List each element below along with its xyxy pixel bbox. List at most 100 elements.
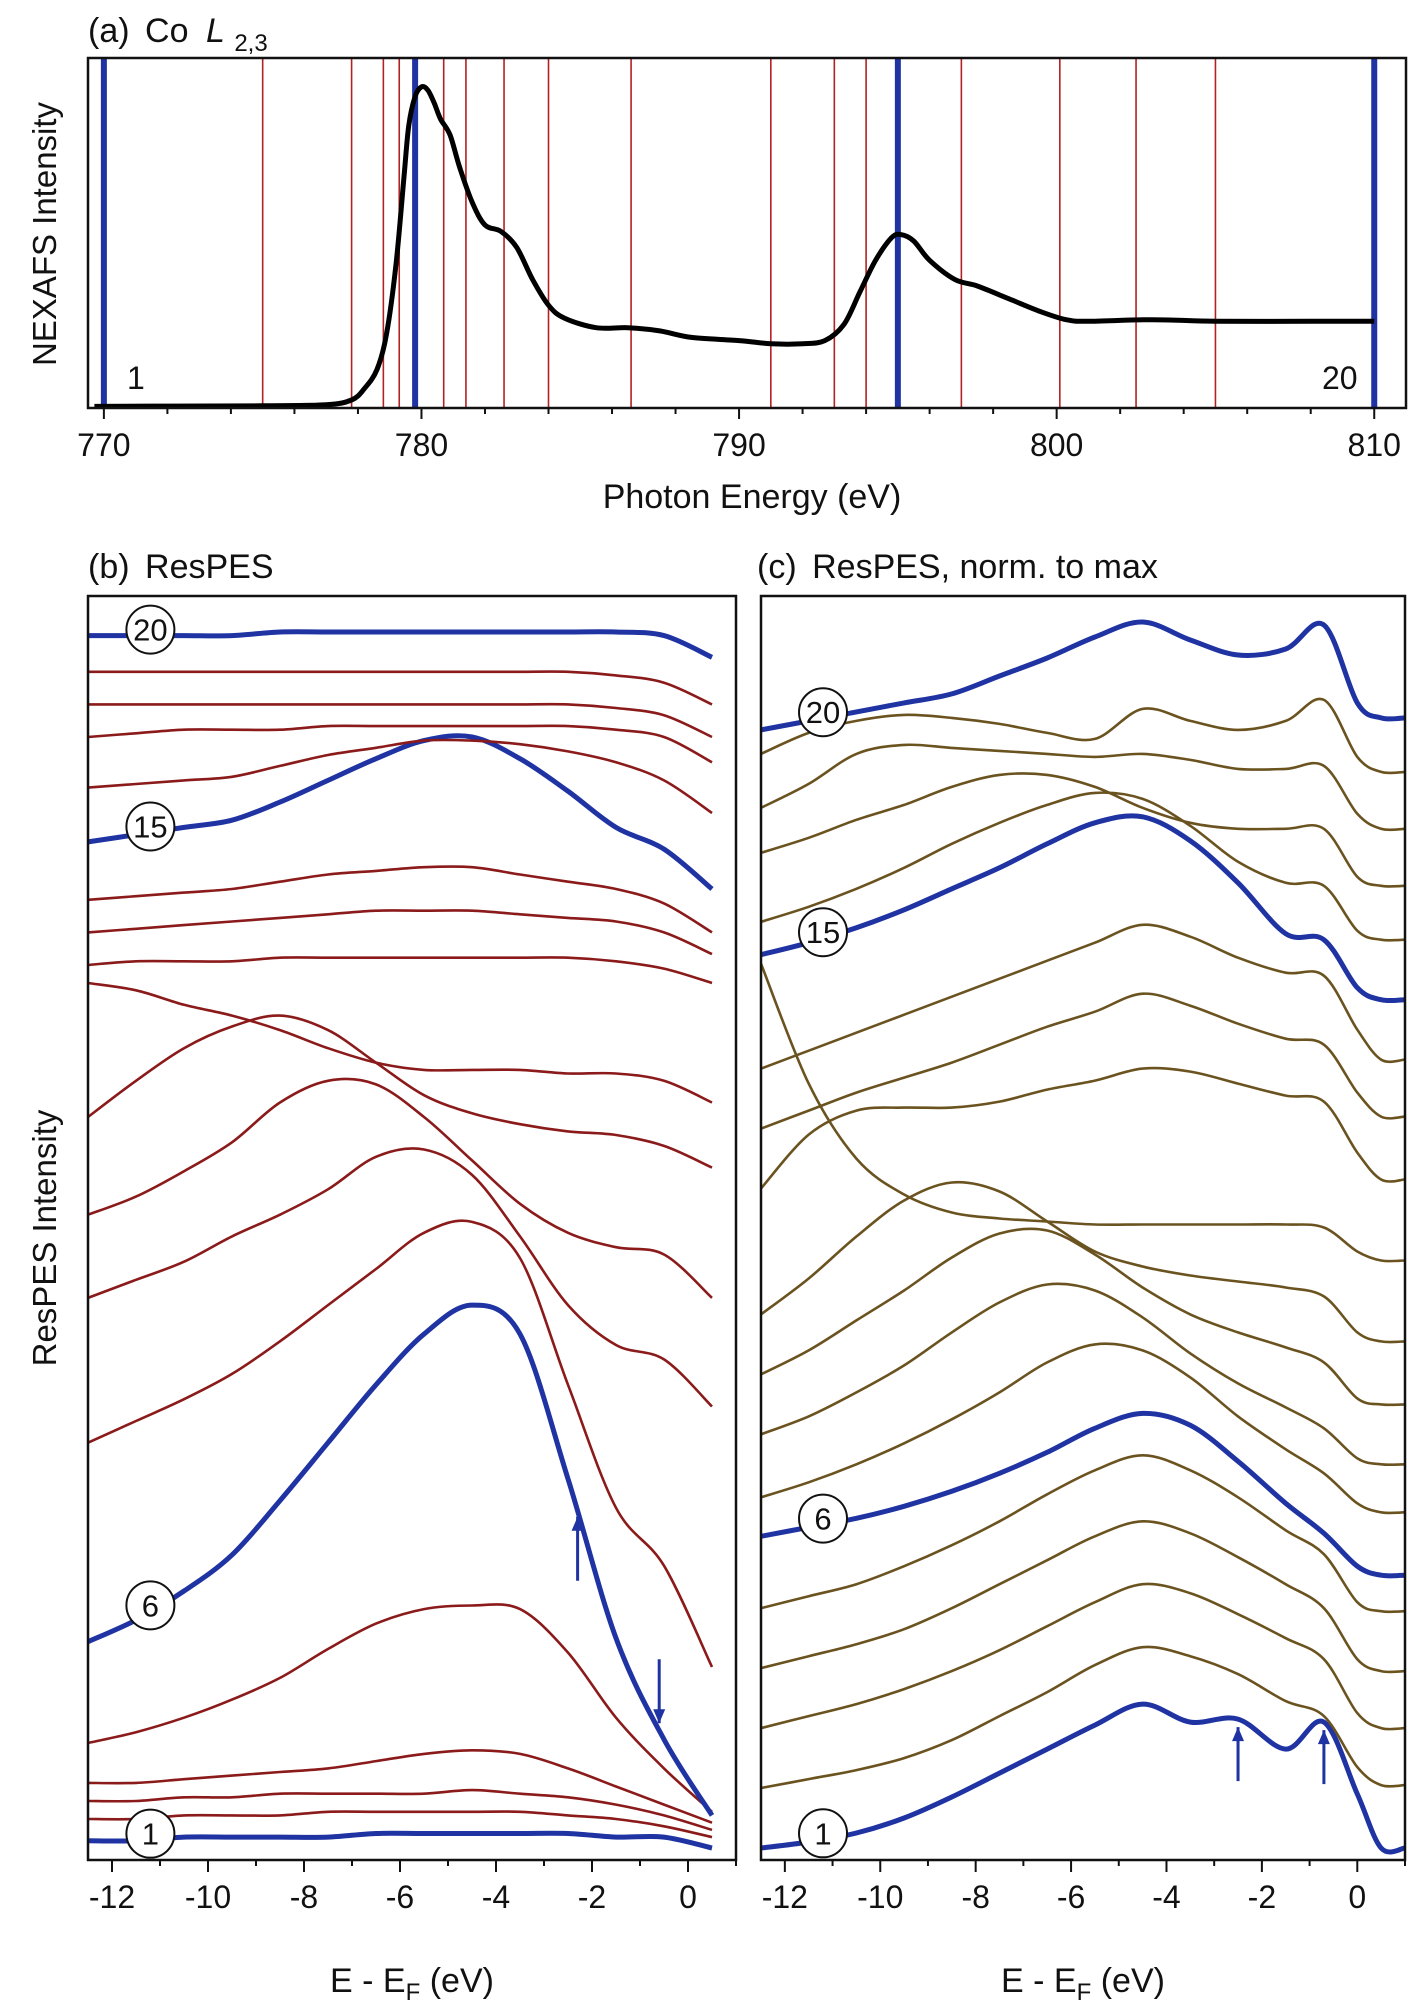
b-tick-label: -12 bbox=[89, 1879, 135, 1915]
trace-5 bbox=[87, 1603, 713, 1813]
trace-10 bbox=[760, 1180, 1406, 1344]
trace-9 bbox=[87, 1077, 713, 1299]
trace-11 bbox=[759, 963, 1406, 1263]
panel-b-traces bbox=[86, 629, 715, 1851]
trace-1 bbox=[760, 1701, 1406, 1855]
b-tick-label: -2 bbox=[578, 1879, 606, 1915]
arrow-head bbox=[571, 1516, 584, 1531]
trace-14 bbox=[760, 923, 1406, 1070]
trace-8 bbox=[87, 1147, 713, 1408]
trace-11 bbox=[87, 981, 713, 1104]
trace-label-6: 6 bbox=[125, 1580, 176, 1631]
b-tick-label: 0 bbox=[679, 1879, 697, 1915]
trace-14 bbox=[87, 865, 713, 934]
b-tick-label: -8 bbox=[290, 1879, 318, 1915]
trace-4 bbox=[87, 1749, 713, 1824]
trace-16 bbox=[87, 738, 713, 815]
label-number: 6 bbox=[814, 1502, 831, 1537]
panel-c-title: (c) ResPES, norm. to max bbox=[757, 548, 1158, 586]
panel-a-nexafs-series bbox=[94, 84, 1375, 409]
trace-9 bbox=[760, 1227, 1406, 1407]
trace-2 bbox=[760, 1645, 1406, 1790]
c-tick-label: -10 bbox=[857, 1879, 903, 1915]
trace-12 bbox=[760, 1066, 1406, 1190]
trace-15 bbox=[760, 813, 1406, 1004]
panel-a: (a) Co L 2,3 770 780 790 800 810 1 20 Photon… bbox=[26, 12, 1408, 516]
trace-3 bbox=[87, 1788, 713, 1832]
c-tick-label: -4 bbox=[1152, 1879, 1180, 1915]
trace-20 bbox=[87, 629, 714, 660]
panel-b-title: (b) ResPES bbox=[88, 548, 274, 586]
panel-b-frame bbox=[86, 594, 738, 1862]
trace-label-15: 15 bbox=[125, 801, 176, 852]
panel-c-x-ticks: -12 -10 -8 -6 -4 -2 0 bbox=[762, 1860, 1406, 1915]
trace-15 bbox=[87, 733, 714, 891]
trace-18 bbox=[87, 702, 713, 739]
panel-b-arrows bbox=[571, 1516, 666, 1724]
label-circle bbox=[798, 1493, 849, 1544]
label-circle bbox=[798, 687, 849, 738]
trace-13 bbox=[87, 909, 713, 956]
label-number: 6 bbox=[142, 1588, 159, 1623]
nexafs-curve bbox=[94, 84, 1375, 409]
label-circle bbox=[125, 604, 176, 655]
arrow-head bbox=[653, 1709, 666, 1724]
panel-a-excitation-lines bbox=[100, 58, 1378, 408]
a-tick-label: 780 bbox=[395, 427, 448, 463]
panel-b: (b) ResPES ResPES Intensity -12 -10 -8 -6 -4… bbox=[26, 548, 738, 2006]
trace-7 bbox=[87, 1219, 714, 1668]
trace-13 bbox=[760, 992, 1406, 1130]
panel-a-y-axis-title: NEXAFS Intensity bbox=[26, 101, 63, 366]
panel-b-x-ticks: -12 -10 -8 -6 -4 -2 0 bbox=[89, 1860, 737, 1915]
panel-a-x-ticks: 770 780 790 800 810 bbox=[77, 408, 1401, 463]
trace-label-1: 1 bbox=[125, 1808, 176, 1859]
label-number: 15 bbox=[133, 809, 167, 844]
trace-label-20: 20 bbox=[125, 604, 176, 655]
arrow-head bbox=[1317, 1730, 1330, 1745]
label-number: 20 bbox=[806, 695, 840, 730]
label-circle bbox=[125, 1580, 176, 1631]
trace-6 bbox=[760, 1410, 1406, 1579]
trace-2 bbox=[87, 1810, 713, 1839]
panel-a-annotation-20: 20 bbox=[1322, 360, 1358, 396]
label-number: 1 bbox=[142, 1817, 159, 1852]
trace-7 bbox=[760, 1342, 1406, 1515]
trace-label-15: 15 bbox=[798, 907, 849, 958]
panel-c: (c) ResPES, norm. to max -12 -10 -8 -6 -4 -2 0… bbox=[757, 548, 1407, 2006]
panel-c-traces bbox=[759, 619, 1406, 1855]
trace-16 bbox=[760, 791, 1406, 942]
trace-10 bbox=[87, 1014, 713, 1169]
trace-19 bbox=[88, 670, 713, 706]
label-circle bbox=[125, 1808, 176, 1859]
trace-17 bbox=[760, 772, 1406, 888]
trace-label-6: 6 bbox=[798, 1493, 849, 1544]
panel-a-title: (a) Co L 2,3 bbox=[88, 12, 268, 57]
panel-c-arrows bbox=[1232, 1727, 1330, 1785]
c-tick-label: -8 bbox=[961, 1879, 989, 1915]
label-number: 15 bbox=[806, 915, 840, 950]
a-tick-label: 770 bbox=[77, 427, 130, 463]
panel-b-y-axis-title: ResPES Intensity bbox=[26, 1109, 63, 1366]
trace-3 bbox=[760, 1582, 1406, 1731]
a-tick-label: 810 bbox=[1348, 427, 1401, 463]
c-tick-label: -2 bbox=[1248, 1879, 1276, 1915]
c-tick-label: 0 bbox=[1348, 1879, 1366, 1915]
trace-5 bbox=[760, 1454, 1406, 1614]
trace-label-1: 1 bbox=[798, 1808, 849, 1859]
panel-a-annotation-1: 1 bbox=[127, 360, 145, 396]
panel-c-trace-labels: 1 6 15 20 bbox=[798, 687, 849, 1859]
trace-19 bbox=[760, 697, 1406, 775]
a-tick-label: 790 bbox=[712, 427, 765, 463]
a-tick-label: 800 bbox=[1030, 427, 1083, 463]
trace-1 bbox=[87, 1830, 713, 1851]
panel-c-frame bbox=[759, 594, 1407, 1862]
panel-b-x-axis-title: E - EF (eV) bbox=[330, 1962, 494, 2006]
trace-8 bbox=[760, 1282, 1406, 1467]
arrow-head bbox=[1232, 1727, 1245, 1742]
trace-17 bbox=[87, 724, 713, 764]
panel-a-frame bbox=[86, 56, 1408, 410]
panel-a-x-axis-title: Photon Energy (eV) bbox=[603, 478, 902, 516]
b-tick-label: -4 bbox=[482, 1879, 510, 1915]
b-tick-label: -6 bbox=[386, 1879, 414, 1915]
trace-4 bbox=[760, 1519, 1406, 1674]
